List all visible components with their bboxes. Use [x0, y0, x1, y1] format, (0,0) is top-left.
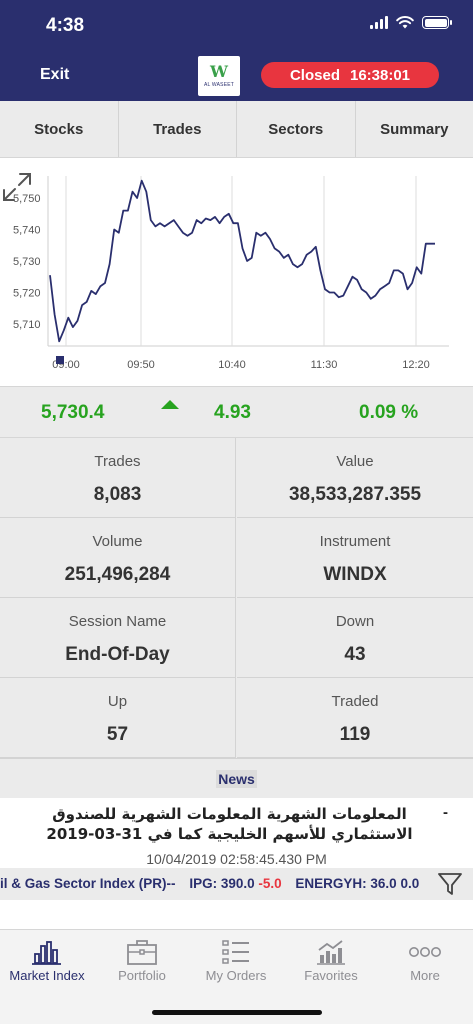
bar-chart-icon: [32, 941, 61, 965]
nav-label: My Orders: [205, 968, 267, 983]
stat-label: Instrument: [319, 533, 391, 550]
chart-x-tick-label: 09:50: [127, 359, 155, 371]
index-change-percent: 0.09 %: [359, 402, 419, 423]
stat-label: Trades: [94, 453, 141, 470]
status-icons: [370, 16, 452, 29]
stat-value: 38,533,287.355: [288, 484, 422, 505]
ticker-item: ENERGYH: 36.0: [295, 876, 397, 891]
chart-series-line: [49, 179, 435, 343]
chart-x-tick-label: 11:30: [311, 359, 338, 371]
nav-label: More: [410, 968, 440, 983]
nav-label: Market Index: [9, 968, 85, 983]
stat-value: 119: [339, 724, 371, 745]
expand-icon[interactable]: [0, 170, 34, 204]
list-icon: [222, 940, 249, 964]
ticker-item: il & Gas Sector Index (PR)--: [0, 876, 176, 891]
stat-trades: Trades 8,083: [0, 438, 236, 518]
nav-favorites[interactable]: Favorites: [284, 930, 378, 996]
up-arrow-icon: [161, 400, 179, 409]
chart-y-tick-label: 5,710: [13, 319, 41, 331]
nav-label: Favorites: [304, 968, 358, 983]
chart-x-tick-label: 10:40: [218, 359, 246, 371]
chart-y-tick-label: 5,720: [13, 287, 41, 299]
news-title: News: [216, 769, 257, 788]
exit-button[interactable]: Exit: [40, 66, 70, 83]
chart-y-tick-label: 5,740: [13, 225, 41, 237]
stat-session-name: Session Name End-Of-Day: [0, 598, 236, 678]
stat-value-traded: Value 38,533,287.355: [237, 438, 473, 518]
stat-volume: Volume 251,496,284: [0, 518, 236, 598]
news-item[interactable]: - المعلومات الشهرية المعلومات الشهرية لل…: [0, 798, 473, 868]
nav-portfolio[interactable]: Portfolio: [95, 930, 189, 996]
ticker-change: 0.0: [400, 876, 420, 891]
stat-value: 251,496,284: [64, 564, 171, 585]
wifi-icon: [396, 16, 414, 29]
stat-value: 8,083: [93, 484, 142, 505]
stat-label: Traded: [331, 693, 379, 710]
market-status-label: Closed: [289, 66, 340, 84]
briefcase-icon: [127, 940, 157, 965]
filter-button[interactable]: [430, 868, 470, 900]
index-chart: 5,750 5,740 5,730 5,720 5,710 09:00 09:50 10:40…: [0, 158, 473, 386]
stat-label: Down: [335, 613, 375, 630]
stat-traded: Traded 119: [237, 678, 473, 758]
stat-label: Value: [336, 453, 374, 470]
tab-stocks[interactable]: Stocks: [0, 101, 119, 157]
market-ticker[interactable]: il & Gas Sector Index (PR)-- IPG: 390.0 …: [0, 868, 473, 900]
home-indicator: [152, 1010, 322, 1015]
chart-start-marker: [56, 356, 64, 364]
top-bar: 4:38 Exit W AL WASEET Closed 16:38:01: [0, 0, 473, 101]
index-summary-bar: 5,730.4 4.93 0.09 %: [0, 386, 473, 438]
app-logo: W AL WASEET: [198, 56, 240, 96]
stat-value: 57: [106, 724, 129, 745]
filter-icon: [438, 873, 462, 895]
nav-label: Portfolio: [118, 968, 166, 983]
ticker-content: il & Gas Sector Index (PR)-- IPG: 390.0 …: [0, 876, 419, 891]
stat-down: Down 43: [237, 598, 473, 678]
chart-y-tick-label: 5,750: [13, 193, 41, 205]
news-datetime: 10/04/2019 02:58:45.430 PM: [146, 851, 327, 867]
market-status-time: 16:38:01: [349, 66, 411, 84]
news-bullet: -: [443, 804, 448, 821]
battery-icon: [422, 16, 452, 29]
nav-market-index[interactable]: Market Index: [0, 930, 94, 996]
ticker-change: -5.0: [258, 876, 282, 891]
index-change: 4.93: [214, 402, 251, 423]
stat-up: Up 57: [0, 678, 236, 758]
cellular-signal-icon: [370, 16, 388, 29]
logo-mark: W: [210, 62, 228, 81]
more-icon: [409, 947, 441, 957]
stat-label: Volume: [92, 533, 143, 550]
tab-trades[interactable]: Trades: [119, 101, 237, 157]
news-header: News: [0, 758, 473, 798]
status-time: 4:38: [46, 15, 85, 36]
stat-value: WINDX: [323, 564, 387, 585]
stat-value: 43: [344, 644, 366, 665]
bottom-tab-bar: Market Index Portfolio My Orders: [0, 929, 473, 1024]
chart-x-tick-label: 12:20: [402, 359, 430, 371]
tab-sectors[interactable]: Sectors: [237, 101, 356, 157]
trend-chart-icon: [317, 940, 345, 965]
logo-text: AL WASEET: [203, 82, 235, 88]
stat-instrument: Instrument WINDX: [237, 518, 473, 598]
market-status-badge: Closed 16:38:01: [261, 62, 439, 88]
stat-label: Session Name: [68, 613, 167, 630]
stat-label: Up: [107, 693, 128, 710]
chart-y-tick-label: 5,730: [13, 256, 41, 268]
section-tabs: Stocks Trades Sectors Summary: [0, 101, 473, 158]
tab-summary[interactable]: Summary: [380, 120, 449, 138]
nav-my-orders[interactable]: My Orders: [189, 930, 283, 996]
index-value: 5,730.4: [41, 402, 105, 423]
ticker-item: IPG: 390.0: [189, 876, 255, 891]
nav-more[interactable]: More: [378, 930, 472, 996]
stat-value: End-Of-Day: [65, 644, 170, 665]
news-headline[interactable]: المعلومات الشهرية المعلومات الشهرية للصن…: [46, 805, 413, 843]
stats-grid: Trades 8,083 Value 38,533,287.355 Volume…: [0, 438, 473, 758]
